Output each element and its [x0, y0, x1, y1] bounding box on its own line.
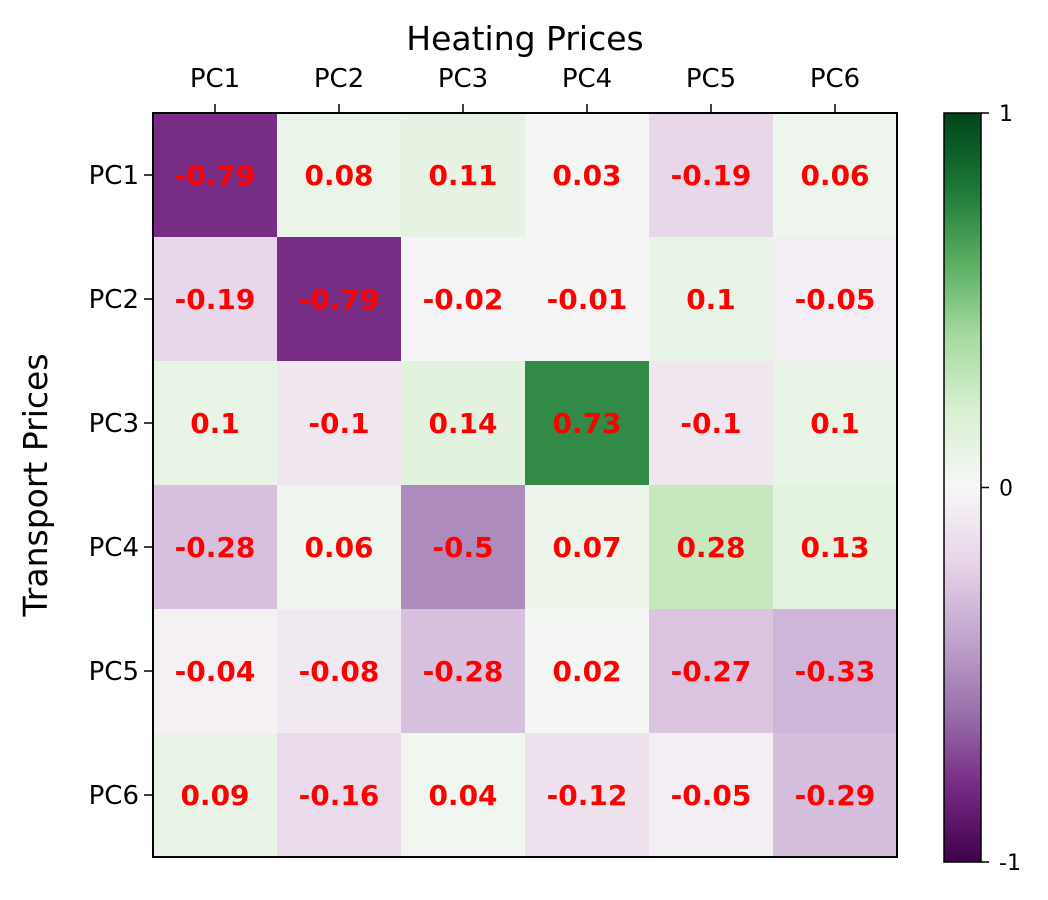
x-tick-label: PC5 — [686, 64, 736, 94]
cell-value-label: -0.12 — [547, 779, 628, 812]
heatmap-cell — [773, 237, 898, 362]
cell-value-label: -0.19 — [671, 159, 752, 192]
cell-value-label: -0.79 — [175, 159, 256, 192]
colorbar-ticks: 1 0 -1 — [981, 102, 1021, 876]
heatmap-cell — [773, 485, 898, 610]
plot-frame — [152, 112, 898, 858]
cell-value-label: -0.04 — [175, 655, 256, 688]
cell-value-label: 0.1 — [190, 407, 240, 440]
heatmap-cell — [525, 113, 650, 238]
colorbar-tick-label: 0 — [999, 477, 1013, 502]
heatmap-cell — [649, 609, 774, 734]
cell-value-label: 0.07 — [552, 531, 621, 564]
heatmap-cells — [153, 113, 898, 858]
cell-value-label: -0.28 — [423, 655, 504, 688]
heatmap-cell — [401, 361, 526, 486]
heatmap-cell — [153, 609, 278, 734]
cell-value-label: 0.1 — [686, 283, 736, 316]
heatmap-cell — [401, 485, 526, 610]
heatmap-cell — [649, 237, 774, 362]
heatmap-cell — [525, 609, 650, 734]
heatmap-cell — [153, 113, 278, 238]
y-tick-label: PC3 — [89, 409, 139, 439]
heatmap-cell — [525, 485, 650, 610]
cell-value-label: 0.03 — [552, 159, 621, 192]
colorbar-tick-label: -1 — [999, 851, 1021, 876]
cell-value-label: 0.1 — [810, 407, 860, 440]
cell-value-label: -0.79 — [299, 283, 380, 316]
heatmap-cell — [277, 733, 402, 858]
x-tick-label: PC2 — [314, 64, 364, 94]
heatmap-cell — [649, 485, 774, 610]
cell-value-label: -0.05 — [671, 779, 752, 812]
cell-value-label: 0.04 — [428, 779, 497, 812]
heatmap-cell-labels: -0.79 0.08 0.11 0.03 -0.19 0.06 -0.19 -0.79 -0.0… — [175, 159, 876, 812]
heatmap-cell — [525, 361, 650, 486]
cell-value-label: -0.28 — [175, 531, 256, 564]
x-axis-ticks: PC1 PC2 PC3 PC4 PC5 PC6 — [190, 64, 860, 113]
cell-value-label: 0.06 — [800, 159, 869, 192]
x-tick-label: PC3 — [438, 64, 488, 94]
cell-value-label: 0.11 — [428, 159, 497, 192]
cell-value-label: 0.13 — [800, 531, 869, 564]
cell-value-label: 0.28 — [676, 531, 745, 564]
colorbar: 1 0 -1 — [943, 102, 1021, 876]
heatmap-cell — [401, 237, 526, 362]
cell-value-label: 0.08 — [304, 159, 373, 192]
cell-value-label: -0.1 — [680, 407, 741, 440]
cell-value-label: -0.33 — [795, 655, 876, 688]
heatmap-cell — [401, 113, 526, 238]
cell-value-label: 0.02 — [552, 655, 621, 688]
heatmap-cell — [401, 733, 526, 858]
heatmap-cell — [153, 733, 278, 858]
colorbar-tick-label: 1 — [999, 102, 1013, 127]
heatmap-cell — [277, 113, 402, 238]
y-axis-ticks: PC1 PC2 PC3 PC4 PC5 PC6 — [89, 161, 153, 811]
cell-value-label: -0.08 — [299, 655, 380, 688]
cell-value-label: 0.06 — [304, 531, 373, 564]
x-tick-label: PC6 — [810, 64, 860, 94]
chart-title: Heating Prices — [406, 19, 644, 58]
cell-value-label: 0.09 — [180, 779, 249, 812]
cell-value-label: -0.29 — [795, 779, 876, 812]
y-tick-label: PC6 — [89, 781, 139, 811]
heatmap-cell — [277, 361, 402, 486]
heatmap-cell — [649, 361, 774, 486]
cell-value-label: -0.5 — [432, 531, 493, 564]
cell-value-label: -0.27 — [671, 655, 752, 688]
heatmap-cell — [649, 113, 774, 238]
y-tick-label: PC2 — [89, 285, 139, 315]
heatmap-cell — [277, 485, 402, 610]
heatmap-cell — [773, 113, 898, 238]
heatmap-cell — [773, 733, 898, 858]
cell-value-label: -0.05 — [795, 283, 876, 316]
heatmap-cell — [153, 361, 278, 486]
x-tick-label: PC1 — [190, 64, 240, 94]
heatmap-cell — [277, 609, 402, 734]
heatmap-cell — [401, 609, 526, 734]
heatmap-cell — [525, 237, 650, 362]
heatmap-cell — [153, 485, 278, 610]
heatmap-cell — [277, 237, 402, 362]
y-axis-label: Transport Prices — [16, 353, 55, 617]
y-tick-label: PC5 — [89, 657, 139, 687]
cell-value-label: -0.1 — [308, 407, 369, 440]
heatmap-cell — [649, 733, 774, 858]
cell-value-label: 0.73 — [552, 407, 621, 440]
heatmap-cell — [153, 237, 278, 362]
colorbar-gradient — [943, 112, 982, 863]
y-tick-label: PC4 — [89, 533, 139, 563]
cell-value-label: -0.01 — [547, 283, 628, 316]
heatmap-cell — [525, 733, 650, 858]
cell-value-label: -0.16 — [299, 779, 380, 812]
y-tick-label: PC1 — [89, 161, 139, 191]
heatmap-cell — [773, 361, 898, 486]
cell-value-label: -0.02 — [423, 283, 504, 316]
cell-value-label: 0.14 — [428, 407, 497, 440]
x-tick-label: PC4 — [562, 64, 612, 94]
heatmap-cell — [773, 609, 898, 734]
cell-value-label: -0.19 — [175, 283, 256, 316]
